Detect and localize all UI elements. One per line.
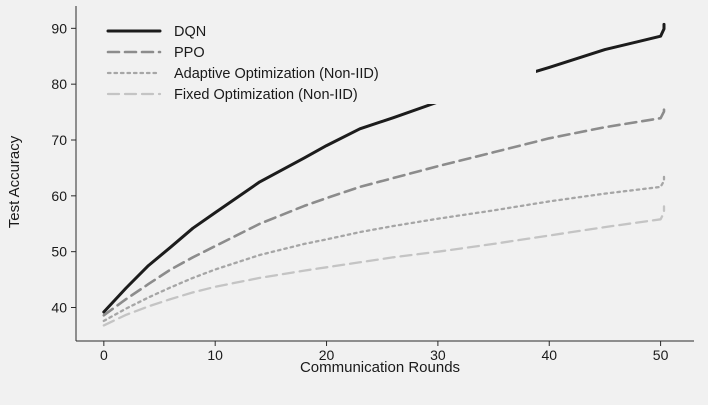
x-tick-label: 0 [100, 347, 108, 363]
y-tick-label: 70 [51, 132, 67, 148]
x-tick-label: 50 [653, 347, 669, 363]
x-tick-label: 30 [430, 347, 446, 363]
series-line-4 [102, 205, 666, 327]
legend-background [96, 20, 536, 104]
y-tick-label: 50 [51, 244, 67, 260]
axes: 0 10 20 30 40 50 40 50 60 70 80 90 [51, 6, 694, 363]
legend-label-4: Fixed Optimization (Non-IID) [174, 87, 358, 103]
series-line-3 [102, 174, 666, 323]
y-tick-label: 60 [51, 188, 67, 204]
y-tick-label: 80 [51, 76, 67, 92]
x-axis-title: Communication Rounds [300, 359, 460, 376]
legend-label-1: DQN [174, 24, 206, 40]
series-line-1 [102, 22, 666, 314]
y-tick-label: 40 [51, 300, 67, 316]
y-axis-title: Test Accuracy [6, 135, 23, 228]
series-line-2 [102, 103, 666, 317]
x-tick-label: 40 [541, 347, 557, 363]
series-layer [102, 22, 666, 327]
x-tick-label: 10 [207, 347, 223, 363]
x-tick-label: 20 [319, 347, 335, 363]
y-tick-label: 90 [51, 20, 67, 36]
legend-label-3: Adaptive Optimization (Non-IID) [174, 66, 379, 82]
legend: DQN PPO Adaptive Optimization (Non-IID) Fix… [96, 20, 536, 104]
legend-label-2: PPO [174, 45, 205, 61]
